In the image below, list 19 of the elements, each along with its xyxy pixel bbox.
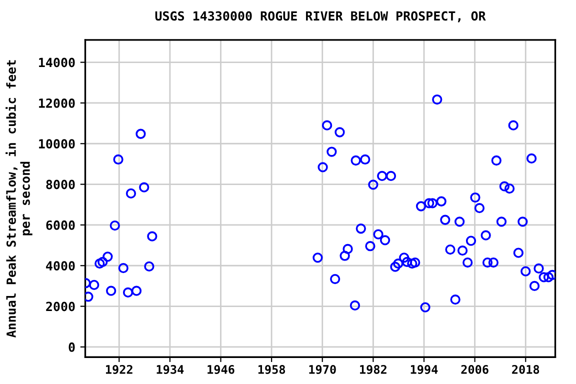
x-tick-label: 2018	[512, 364, 540, 374]
y-axis-title: Annual Peak Streamflow, in cubic feet per second	[6, 60, 32, 338]
y-tick-label: 4000	[46, 261, 75, 271]
x-tick-label: 1982	[360, 364, 386, 374]
x-tick-label: 1946	[208, 364, 234, 374]
x-tick-label: 1994	[410, 365, 438, 374]
x-tick-label: 1970	[309, 364, 336, 374]
y-tick-label: 0	[68, 342, 75, 352]
y-tick-label: 10000	[39, 139, 75, 149]
y-tick-label: 2000	[46, 302, 75, 312]
x-tick-label: 1934	[156, 364, 184, 374]
y-tick-label: 12000	[39, 98, 75, 108]
x-tick-label: 2006	[461, 364, 488, 374]
x-tick-label: 1958	[258, 364, 286, 374]
y-tick-label: 8000	[46, 180, 75, 190]
y-tick-label: 6000	[46, 220, 75, 230]
x-tick-label: 1922	[106, 364, 132, 374]
y-tick-label: 14000	[39, 58, 75, 68]
chart-title: USGS 14330000 ROGUE RIVER BELOW PROSPECT, OR	[155, 11, 486, 22]
